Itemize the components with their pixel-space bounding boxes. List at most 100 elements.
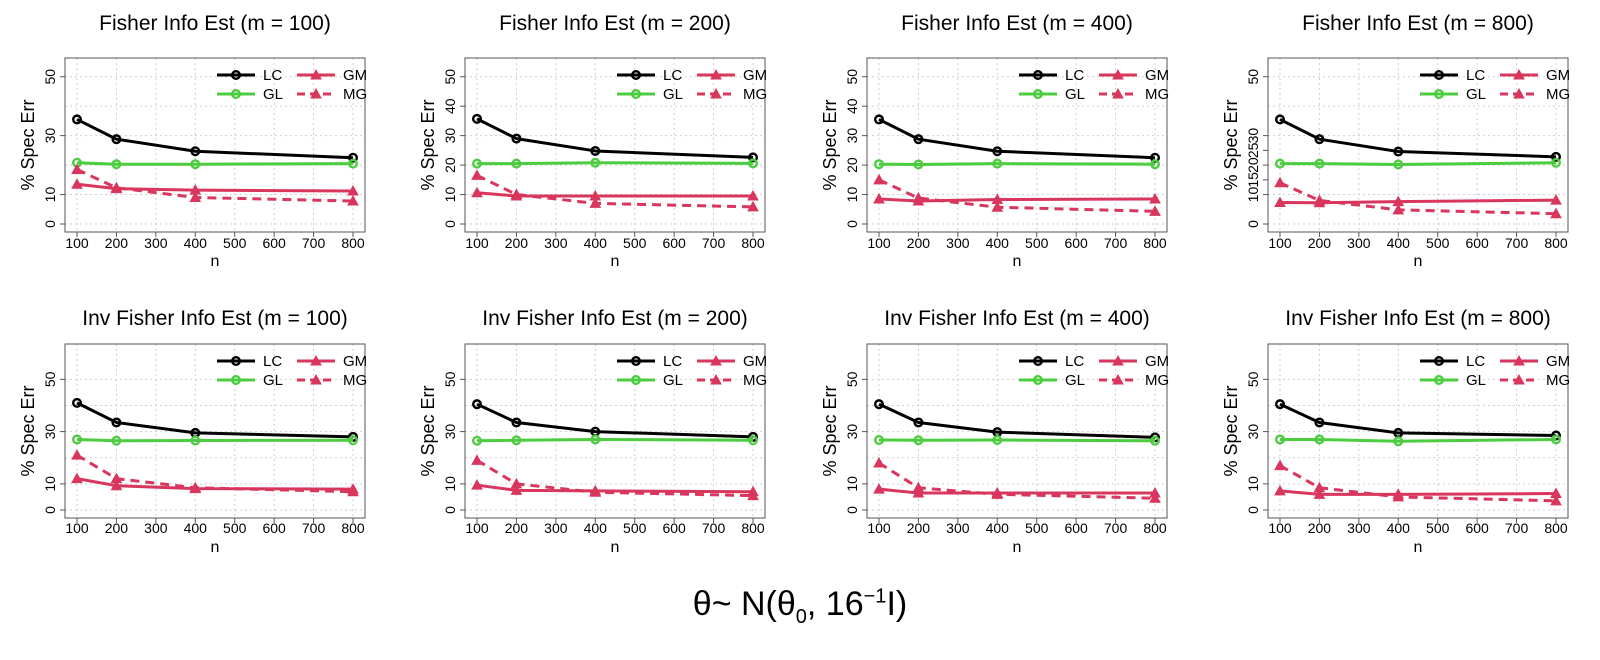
- x-tick-label: 600: [662, 520, 686, 536]
- series-line-gl: [1280, 161, 1557, 167]
- x-tick-label: 800: [741, 520, 765, 536]
- x-tick-label: 400: [584, 520, 608, 536]
- x-tick-label: 100: [867, 520, 891, 536]
- point-lc: [748, 152, 759, 163]
- plot-frame: [1267, 57, 1569, 233]
- series-line-lc: [878, 118, 1156, 160]
- series-line-lc: [1279, 402, 1557, 438]
- point-gm: [873, 192, 885, 204]
- plot-frame: [866, 343, 1168, 519]
- x-tick-label: 500: [223, 520, 247, 536]
- legend-marker-gm: [310, 68, 322, 80]
- y-tick-label: 10: [442, 187, 458, 203]
- x-axis-label: n: [611, 253, 620, 270]
- series-line-gm: [476, 191, 753, 198]
- legend-marker-lc: [230, 356, 241, 367]
- legend-marker-mg: [710, 87, 722, 99]
- legend-marker-gm: [1513, 68, 1525, 80]
- y-tick-label: 0: [844, 506, 860, 514]
- legend-label-gl: GL: [1466, 86, 1486, 103]
- chart-panel-4: Fisher Info Est (m = 800)100 200 300 400 500…: [1221, 12, 1570, 270]
- point-mg: [471, 169, 483, 180]
- x-tick-label: 100: [1268, 520, 1292, 536]
- legend-marker-gl: [230, 88, 241, 99]
- y-tick-label: 0: [1245, 220, 1261, 228]
- y-tick-label: 0: [1245, 506, 1261, 514]
- point-gm: [1274, 484, 1286, 496]
- y-tick-label: 40: [442, 98, 458, 114]
- legend-label-lc: LC: [1466, 353, 1485, 370]
- legend-label-gm: GM: [743, 67, 767, 84]
- legend-label-lc: LC: [1466, 67, 1485, 84]
- legend-marker-mg: [1112, 87, 1124, 99]
- point-gm: [1550, 194, 1562, 205]
- series-line-mg: [1279, 464, 1557, 503]
- point-mg: [347, 485, 359, 497]
- x-tick-label: 600: [1465, 520, 1489, 536]
- x-tick-label: 500: [1025, 520, 1049, 536]
- series-line-lc: [878, 402, 1156, 439]
- point-gl: [1149, 159, 1160, 170]
- x-tick-label: 700: [1505, 520, 1529, 536]
- chart-panel-6: Inv Fisher Info Est (m = 200)100 200 300 40…: [418, 307, 767, 556]
- legend-label-lc: LC: [663, 67, 682, 84]
- y-tick-label: 15: [1245, 172, 1261, 188]
- y-tick-label: 50: [42, 69, 58, 85]
- y-tick-label: 30: [442, 424, 458, 440]
- y-tick-label: 0: [42, 506, 58, 514]
- x-tick-label: 300: [144, 520, 168, 536]
- legend-marker-mg: [310, 373, 322, 385]
- chart-title: Fisher Info Est (m = 100): [99, 12, 331, 35]
- point-mg: [71, 449, 83, 460]
- x-tick-label: 600: [1064, 520, 1088, 536]
- x-tick-label: 200: [505, 235, 529, 251]
- y-tick-label: 30: [1245, 128, 1261, 144]
- chart-title: Fisher Info Est (m = 200): [499, 12, 731, 35]
- y-axis-label: % Spec Err: [418, 99, 438, 190]
- point-gl: [190, 435, 201, 446]
- y-tick-label: 10: [42, 187, 58, 203]
- point-gl: [472, 158, 483, 169]
- x-axis-label: n: [1013, 253, 1022, 270]
- legend-marker-gm: [310, 354, 322, 366]
- point-gl: [472, 435, 483, 446]
- y-tick-label: 50: [1245, 69, 1261, 85]
- point-lc: [1274, 114, 1285, 125]
- x-axis-label: n: [211, 253, 220, 270]
- plot-frame: [464, 57, 766, 233]
- point-gl: [590, 157, 601, 168]
- point-mg: [747, 200, 759, 212]
- y-tick-label: 0: [42, 220, 58, 228]
- point-mg: [912, 481, 925, 493]
- point-gl: [71, 434, 82, 445]
- point-gm: [1313, 488, 1326, 499]
- figure-caption: θ~ N(θ0, 16−1I): [0, 585, 1600, 629]
- plot-frame: [64, 57, 366, 233]
- point-lc: [874, 399, 885, 410]
- point-mg: [510, 477, 523, 489]
- x-tick-label: 400: [1387, 235, 1411, 251]
- series-line-mg: [476, 174, 754, 209]
- series-line-mg: [76, 168, 354, 203]
- series-line-gm: [1279, 198, 1557, 205]
- legend-marker-lc: [631, 69, 642, 80]
- series-line-gl: [1280, 437, 1557, 443]
- legend-label-lc: LC: [663, 353, 682, 370]
- x-tick-label: 500: [1025, 235, 1049, 251]
- y-tick-label: 50: [442, 371, 458, 387]
- legend-label-mg: MG: [1546, 372, 1570, 389]
- point-mg: [1313, 481, 1326, 493]
- series-line-gl: [76, 161, 354, 166]
- y-tick-label: 30: [42, 424, 58, 440]
- legend-label-gm: GM: [1145, 353, 1169, 370]
- x-tick-label: 300: [946, 520, 970, 536]
- point-gl: [590, 434, 601, 445]
- point-gl: [1393, 159, 1404, 170]
- x-tick-label: 100: [65, 520, 89, 536]
- x-axis-label: n: [1414, 253, 1423, 270]
- point-mg: [189, 481, 202, 493]
- legend-label-lc: LC: [263, 67, 282, 84]
- point-mg: [1274, 176, 1286, 188]
- point-mg: [110, 472, 123, 484]
